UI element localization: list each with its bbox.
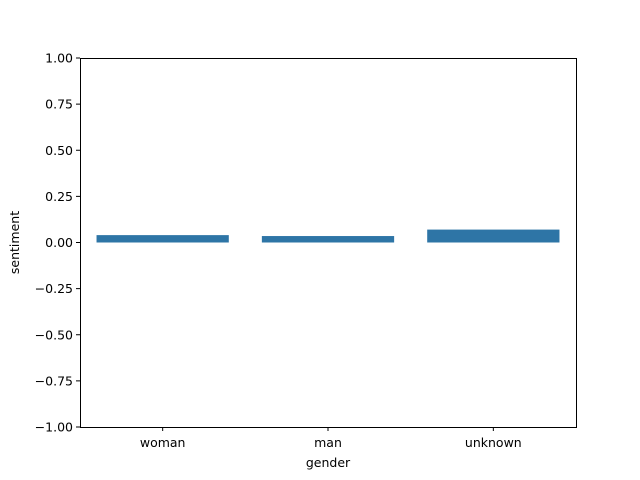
plot-area-frame bbox=[80, 58, 577, 428]
x-tick-label: man bbox=[314, 435, 342, 450]
bar-unknown bbox=[427, 229, 560, 243]
bar-man bbox=[261, 236, 395, 243]
x-tick-label: unknown bbox=[465, 435, 522, 450]
y-tick-label: 0.25 bbox=[45, 189, 73, 204]
y-tick-label: 0.50 bbox=[45, 143, 73, 158]
y-tick-label: 0.75 bbox=[45, 97, 73, 112]
y-tick-label: −0.25 bbox=[35, 281, 73, 296]
y-tick-label: −0.50 bbox=[35, 327, 73, 342]
y-tick-label: −0.75 bbox=[35, 373, 73, 388]
bar-woman bbox=[96, 235, 229, 243]
y-tick-label: 0.00 bbox=[45, 235, 73, 250]
x-axis-title: gender bbox=[306, 455, 351, 470]
y-tick-label: 1.00 bbox=[45, 51, 73, 66]
y-tick-label: −1.00 bbox=[35, 420, 73, 435]
y-axis-title: sentiment bbox=[7, 211, 22, 274]
x-tick-label: woman bbox=[140, 435, 186, 450]
